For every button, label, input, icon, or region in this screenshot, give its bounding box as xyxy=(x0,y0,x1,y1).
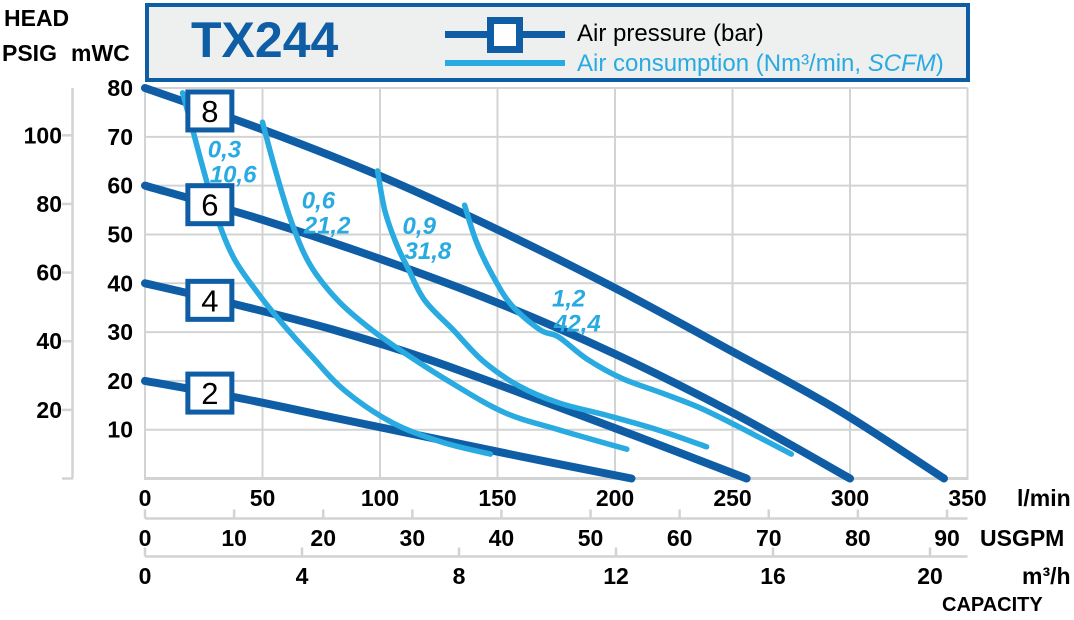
legend-pressure-label: Air pressure (bar) xyxy=(577,20,764,47)
pressure-label-4: 4 xyxy=(201,283,218,318)
pressure-curve-6bar xyxy=(141,181,854,483)
usgpm-tick-label-10: 10 xyxy=(221,525,247,551)
lmin-tick-label-350: 350 xyxy=(948,485,986,511)
usgpm-tick-label-50: 50 xyxy=(578,525,604,551)
consumption-label-nm3-3: 0,9 xyxy=(403,213,437,240)
usgpm-tick-label-90: 90 xyxy=(934,525,960,551)
lmin-tick-label-0: 0 xyxy=(139,485,152,511)
lmin-tick-label-100: 100 xyxy=(361,485,399,511)
m3h-tick-label-4: 4 xyxy=(296,563,309,589)
lmin-tick-label-150: 150 xyxy=(478,485,516,511)
mwc-tick-label-60: 60 xyxy=(107,173,133,199)
pressure-label-box-8 xyxy=(185,89,235,133)
pressure-label-2: 2 xyxy=(201,376,218,411)
pressure-label-box-2 xyxy=(185,371,235,415)
head-axis-title: HEAD xyxy=(4,5,69,31)
psig-tick-label-20: 20 xyxy=(36,397,62,423)
psig-tick-label-80: 80 xyxy=(36,191,62,217)
m3h-tick-label-8: 8 xyxy=(453,563,466,589)
mwc-tick-label-70: 70 xyxy=(107,124,133,150)
m3h-tick-label-20: 20 xyxy=(917,563,943,589)
mwc-tick-label-50: 50 xyxy=(107,221,133,247)
m3h-unit-label: m³/h xyxy=(1022,563,1071,589)
usgpm-tick-label-30: 30 xyxy=(400,525,426,551)
usgpm-tick-label-60: 60 xyxy=(667,525,693,551)
lmin-tick-label-250: 250 xyxy=(713,485,751,511)
psig-tick-label-40: 40 xyxy=(36,328,62,354)
pressure-label-8: 8 xyxy=(201,94,218,129)
pressure-label-box-6 xyxy=(185,183,235,227)
pressure-label-boxes: 8 6 4 2 xyxy=(185,89,235,415)
consumption-curve-2 xyxy=(259,119,630,452)
mwc-unit-label: mWC xyxy=(71,40,130,66)
usgpm-tick-label-80: 80 xyxy=(845,525,871,551)
mwc-tick-label-80: 80 xyxy=(107,75,133,101)
pressure-curve-4bar xyxy=(141,279,751,483)
psig-unit-label: PSIG xyxy=(2,40,57,66)
model-title: TX244 xyxy=(191,12,339,68)
consumption-curve-3 xyxy=(374,168,710,450)
pressure-label-6: 6 xyxy=(201,188,218,223)
lmin-tick-label-200: 200 xyxy=(596,485,634,511)
consumption-label-scfm-2: 21,2 xyxy=(303,212,351,239)
psig-tick-label-60: 60 xyxy=(36,260,62,286)
consumption-curves xyxy=(179,90,795,457)
capacity-axis-title: CAPACITY xyxy=(942,594,1043,616)
usgpm-tick-label-0: 0 xyxy=(139,525,152,551)
consumption-label-nm3-1: 0,3 xyxy=(208,137,242,164)
consumption-label-nm3-4: 1,2 xyxy=(552,286,586,313)
legend-consumption-label: Air consumption (Nm³/min, SCFM) xyxy=(577,50,944,77)
lmin-tick-label-300: 300 xyxy=(831,485,869,511)
usgpm-tick-label-40: 40 xyxy=(489,525,515,551)
pressure-square-icon xyxy=(487,17,523,53)
consumption-label-scfm-4: 42,4 xyxy=(553,311,601,338)
pressure-line-symbol xyxy=(445,17,565,53)
psig-tick-label-100: 100 xyxy=(24,122,62,148)
consumption-label-nm3-2: 0,6 xyxy=(302,187,336,214)
consumption-line-symbol xyxy=(445,60,565,66)
mwc-tick-label-10: 10 xyxy=(107,417,133,443)
consumption-curve-4 xyxy=(461,202,795,457)
psig-axis: 20 40 60 80 100 10 20 30 40 50 60 70 80 xyxy=(24,75,133,480)
mwc-tick-label-40: 40 xyxy=(107,270,133,296)
mwc-tick-label-30: 30 xyxy=(107,319,133,345)
header-box: TX244 Air pressure (bar) Air consumption… xyxy=(145,3,970,82)
m3h-tick-label-12: 12 xyxy=(603,563,629,589)
m3h-tick-label-0: 0 xyxy=(139,563,152,589)
lmin-unit-label: l/min xyxy=(1017,485,1071,511)
usgpm-unit-label: USGPM xyxy=(980,525,1064,551)
consumption-label-scfm-1: 10,6 xyxy=(210,162,257,189)
consumption-label-scfm-3: 31,8 xyxy=(405,238,452,265)
mwc-tick-label-20: 20 xyxy=(107,368,133,394)
m3h-tick-label-16: 16 xyxy=(760,563,786,589)
pressure-curve-8bar xyxy=(141,84,948,483)
usgpm-tick-label-70: 70 xyxy=(756,525,782,551)
grid xyxy=(144,87,969,480)
usgpm-tick-label-20: 20 xyxy=(310,525,336,551)
lmin-tick-label-50: 50 xyxy=(250,485,276,511)
consumption-curve-labels: 0,310,6 0,621,2 0,931,8 1,242,4 xyxy=(208,137,601,338)
consumption-curve-1 xyxy=(179,90,494,457)
pressure-label-box-4 xyxy=(185,278,235,322)
